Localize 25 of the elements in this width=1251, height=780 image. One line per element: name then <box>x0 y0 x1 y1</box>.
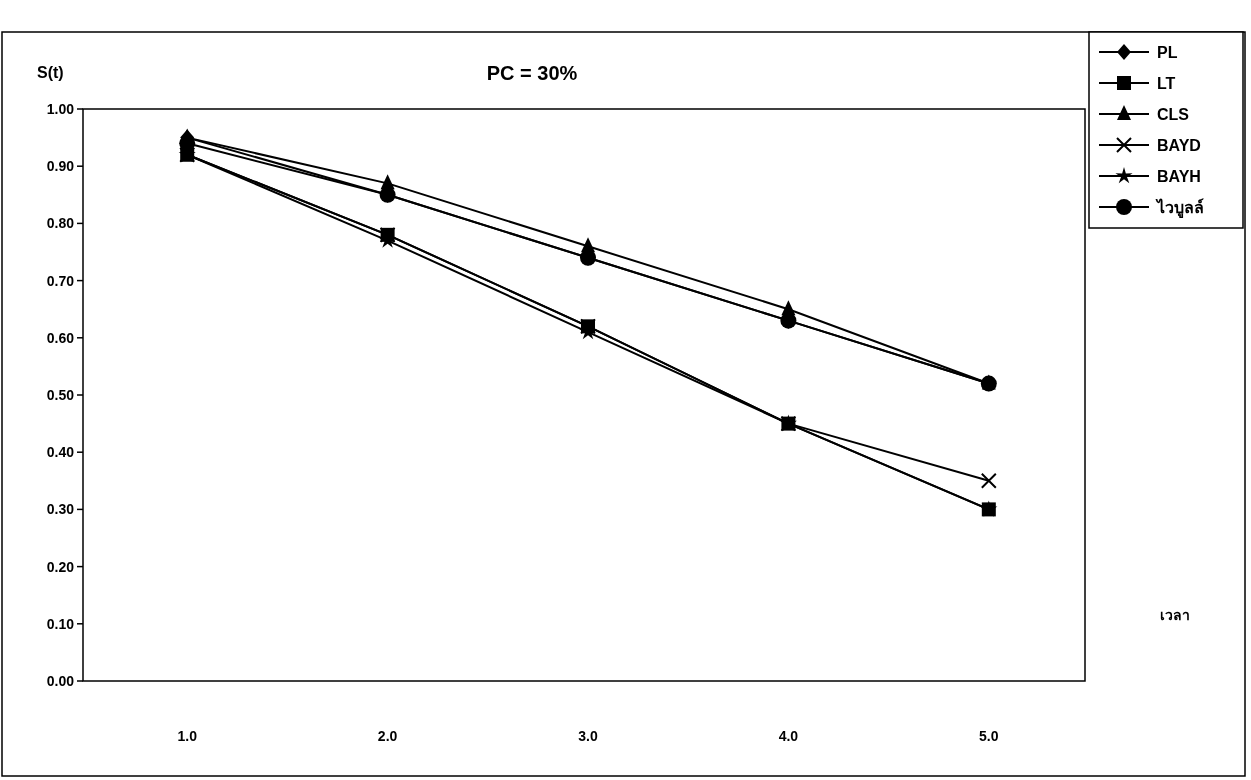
y-tick-label: 0.80 <box>46 215 75 232</box>
y-tick-label: 0.60 <box>46 329 75 346</box>
y-tick-label: 0.40 <box>46 444 75 461</box>
legend-label: LT <box>1157 75 1176 92</box>
legend-label: BAYH <box>1157 168 1201 185</box>
y-tick-label: 0.10 <box>46 615 75 632</box>
chart-title: PC = 30% <box>486 62 578 84</box>
y-tick-label: 1.00 <box>46 101 75 117</box>
y-tick-label: 0.70 <box>46 272 75 289</box>
x-tick-label: 5.0 <box>979 728 999 744</box>
x-tick-label: 2.0 <box>377 728 398 744</box>
y-tick-label: 0.90 <box>46 158 75 175</box>
legend-label: CLS <box>1157 106 1190 123</box>
legend-label: PL <box>1157 44 1178 61</box>
y-tick-label: 0.20 <box>46 558 75 575</box>
x-tick-label: 4.0 <box>778 728 799 744</box>
text: เวลา <box>1160 607 1190 623</box>
y-axis-title: S(t) <box>37 64 64 81</box>
y-tick-label: 0.30 <box>46 501 75 518</box>
x-tick-label: 1.0 <box>177 728 198 744</box>
y-tick-label: 0.00 <box>46 673 75 689</box>
legend-label: ไวบูลล์ <box>1155 198 1204 219</box>
legend-label: BAYD <box>1157 137 1201 154</box>
y-tick-label: 0.50 <box>46 387 75 403</box>
x-tick-label: 3.0 <box>578 728 598 744</box>
